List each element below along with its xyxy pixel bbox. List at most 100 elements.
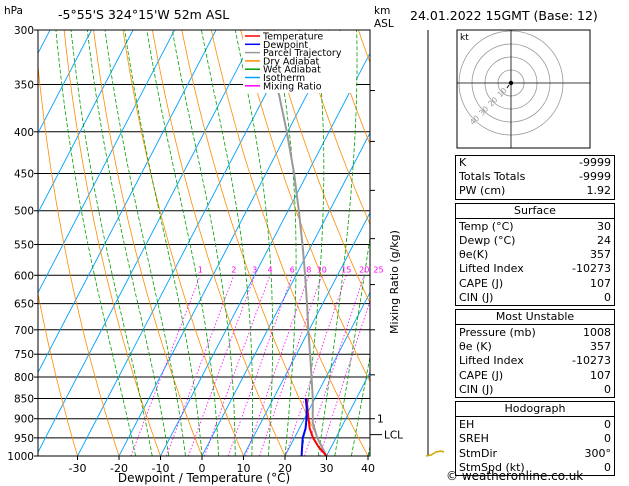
mixing-ratio-line — [245, 275, 310, 456]
hodo-row: StmDir 300° — [456, 447, 614, 461]
surface-value: 0 — [604, 290, 611, 304]
dry-adiabat — [240, 30, 370, 383]
x-tick-label: -10 — [152, 462, 170, 475]
surface-value: -10273 — [572, 262, 611, 276]
plot-frame — [37, 29, 371, 457]
mu-label: θe (K) — [459, 340, 492, 354]
x-tick-label: 10 — [237, 462, 251, 475]
dry-adiabat — [38, 291, 78, 456]
isotherm — [284, 291, 370, 456]
pressure-label: 900 — [14, 414, 34, 426]
dry-adiabat — [617, 18, 629, 456]
pressure-label: 450 — [14, 168, 34, 180]
dry-adiabat — [328, 30, 370, 146]
surface-value: 107 — [590, 276, 611, 290]
isotherm — [201, 132, 370, 456]
plot-area — [0, 18, 629, 456]
mixing-ratio-label: 3 — [252, 265, 257, 274]
wet-adiabat — [55, 30, 136, 456]
mu-row: Lifted Index -10273 — [456, 354, 614, 368]
mu-row: θe (K) 357 — [456, 340, 614, 354]
mixing-ratio-label: 20 — [359, 265, 369, 274]
mu-row: CAPE (J) 107 — [456, 369, 614, 383]
mu-value: 357 — [590, 340, 611, 354]
mixing-ratio-line — [227, 275, 293, 456]
mu-value: 107 — [590, 368, 611, 382]
wet-adiabat — [334, 234, 370, 456]
dewpoint-line — [300, 398, 308, 456]
wet-adiabat — [273, 30, 297, 456]
isotherm — [0, 18, 15, 456]
mixing-ratio-label: 1 — [198, 265, 203, 274]
x-axis-label: Dewpoint / Temperature (°C) — [118, 471, 290, 485]
surface-label: Dewp (°C) — [459, 233, 516, 247]
hodo-value: 300° — [584, 446, 612, 460]
pressure-unit-label: hPa — [4, 5, 23, 17]
pressure-label: 350 — [14, 80, 34, 92]
km-label: km — [374, 5, 390, 17]
dry-adiabat — [122, 30, 244, 456]
surface-title: Surface — [456, 204, 614, 219]
surface-box: Surface Temp (°C) 30 Dewp (°C) 24 θe(K) 357 Lif… — [455, 202, 615, 306]
pressure-label: 600 — [14, 270, 34, 282]
mu-title: Most Unstable — [456, 310, 614, 326]
location-title: -5°55'S 324°15'W 52m ASL — [58, 7, 230, 22]
hodograph-box: Hodograph EH 0 SREH 0 StmDir 300° StmSpd (kt) 0 — [455, 401, 615, 476]
pressure-label: 500 — [14, 206, 34, 218]
mu-value: 0 — [604, 382, 611, 396]
surface-row: CAPE (J) 107 — [456, 277, 614, 291]
wet-adiabat — [104, 30, 186, 456]
isotherm — [38, 30, 259, 454]
most-unstable-box: Most Unstable Pressure (mb) 1008 θe (K) 357 L… — [455, 308, 615, 398]
pressure-label: 400 — [14, 127, 34, 139]
dry-adiabat — [269, 30, 370, 305]
wet-adiabat — [367, 443, 370, 456]
wet-adiabat — [86, 30, 170, 456]
dry-adiabat — [181, 30, 327, 456]
hodo-value: 0 — [604, 432, 611, 446]
legend-entry: Parcel Trajectory — [263, 48, 342, 59]
hodograph-trace — [506, 84, 510, 89]
hodograph-center — [508, 80, 514, 86]
legend-entry: Dewpoint — [263, 40, 308, 51]
legend-entry: Dry Adiabat — [263, 56, 320, 67]
hodograph-frame — [456, 29, 591, 149]
index-value: -9999 — [579, 156, 611, 169]
isotherm — [38, 30, 134, 214]
hodo-label: StmDir — [459, 446, 498, 460]
km-tick-label: 1 — [377, 414, 384, 426]
legend-entry: Wet Adiabat — [263, 65, 321, 76]
mixing-ratio-label: 25 — [373, 265, 383, 274]
pressure-label: 550 — [14, 239, 34, 251]
stats-panel: K -9999 Totals Totals -9999 PW (cm) 1.92 Surf… — [455, 155, 615, 479]
mixing-ratio-line — [304, 275, 365, 456]
mu-label: CAPE (J) — [459, 368, 504, 382]
surface-value: 30 — [597, 219, 611, 233]
indices-box: K -9999 Totals Totals -9999 PW (cm) 1.92 — [455, 155, 615, 200]
surface-row: Lifted Index -10273 — [456, 262, 614, 276]
asl-label: ASL — [374, 18, 394, 30]
mixing-ratio-line — [285, 275, 347, 456]
pressure-label: 300 — [14, 25, 34, 37]
dry-adiabat — [299, 30, 370, 226]
mu-label: CIN (J) — [459, 382, 494, 396]
surface-label: θe(K) — [459, 248, 489, 262]
legend-entry: Isotherm — [263, 73, 305, 84]
isotherm — [38, 30, 93, 134]
hodo-value: 0 — [604, 418, 611, 432]
hodo-row: StmSpd (kt) 0 — [456, 461, 614, 475]
wet-adiabat — [351, 354, 370, 456]
mixing-ratio-line — [166, 275, 235, 456]
mixing-ratio-label: 2 — [231, 265, 236, 274]
dry-adiabat — [151, 30, 286, 456]
surface-value: 24 — [597, 233, 611, 247]
hodo-label: SREH — [459, 432, 489, 446]
surface-label: CAPE (J) — [459, 276, 504, 290]
x-tick-label: -30 — [69, 462, 87, 475]
wet-adiabat — [234, 30, 274, 456]
surface-label: Lifted Index — [459, 262, 524, 276]
surface-label: Temp (°C) — [459, 219, 514, 233]
index-row: Totals Totals -9999 — [456, 170, 614, 184]
surface-row: Temp (°C) 30 — [456, 220, 614, 234]
mixing-ratio-axis-label: Mixing Ratio (g/kg) — [388, 230, 401, 334]
